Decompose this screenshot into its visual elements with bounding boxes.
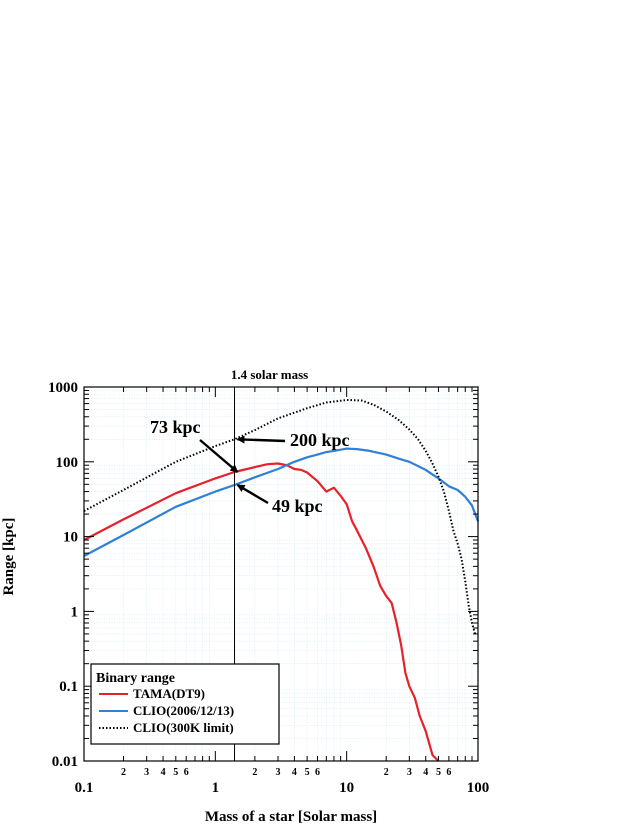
x-minor-tick-label: 5 bbox=[436, 767, 441, 778]
x-axis-label: Mass of a star [Solar mass] bbox=[205, 809, 377, 825]
x-minor-tick-label: 4 bbox=[292, 767, 297, 778]
legend-box bbox=[90, 663, 280, 745]
y-tick-label: 100 bbox=[56, 455, 79, 471]
x-tick-label: 1 bbox=[212, 780, 220, 796]
x-minor-tick-label: 3 bbox=[407, 767, 412, 778]
x-minor-tick-label: 2 bbox=[252, 767, 257, 778]
annotations: 73 kpc 200 kpc 49 kpc bbox=[150, 417, 350, 516]
grid bbox=[84, 387, 478, 761]
x-minor-tick-label: 4 bbox=[423, 767, 428, 778]
y-tick-label: 10 bbox=[63, 530, 78, 546]
annotation-arrow bbox=[236, 435, 286, 444]
x-minor-tick-label: 5 bbox=[305, 767, 310, 778]
x-minor-tick-label: 6 bbox=[446, 767, 451, 778]
x-minor-tick-label: 6 bbox=[315, 767, 320, 778]
x-minor-tick-label: 6 bbox=[184, 767, 189, 778]
annotation-arrow bbox=[199, 439, 239, 473]
legend: Binary range TAMA(DT9) CLIO(2006/12/13) CL… bbox=[90, 663, 280, 745]
x-minor-tick-label: 3 bbox=[275, 767, 280, 778]
marker-label: 1.4 solar mass bbox=[231, 367, 308, 382]
y-axis-label: Range [kpc] bbox=[1, 518, 17, 596]
y-tick-label: 0.01 bbox=[52, 754, 78, 770]
y-tick-label: 1 bbox=[71, 604, 79, 620]
x-minor-tick-label: 5 bbox=[173, 767, 178, 778]
y-tick-label: 1000 bbox=[48, 380, 78, 396]
x-tick-label: 0.1 bbox=[75, 780, 94, 796]
x-minor-tick-label: 2 bbox=[121, 767, 126, 778]
annotation-arrow bbox=[236, 483, 269, 505]
series-line-1 bbox=[83, 462, 440, 762]
legend-label-2: CLIO(2006/12/13) bbox=[133, 703, 234, 718]
annotation-label: 49 kpc bbox=[272, 496, 323, 516]
annotation-label: 73 kpc bbox=[150, 417, 201, 437]
axis-ticks bbox=[84, 387, 478, 761]
legend-label-3: CLIO(300K limit) bbox=[133, 720, 234, 735]
x-minor-tick-label: 3 bbox=[144, 767, 149, 778]
legend-label-1: TAMA(DT9) bbox=[133, 686, 205, 701]
x-tick-label: 10 bbox=[339, 780, 354, 796]
x-minor-tick-label: 2 bbox=[384, 767, 389, 778]
x-minor-tick-label: 4 bbox=[161, 767, 166, 778]
y-tick-label: 0.1 bbox=[59, 679, 78, 695]
series-line-3 bbox=[83, 399, 477, 635]
legend-title: Binary range bbox=[96, 671, 175, 686]
plot-frame bbox=[83, 386, 479, 762]
x-tick-label: 100 bbox=[467, 780, 490, 796]
annotation-label: 200 kpc bbox=[290, 430, 350, 450]
